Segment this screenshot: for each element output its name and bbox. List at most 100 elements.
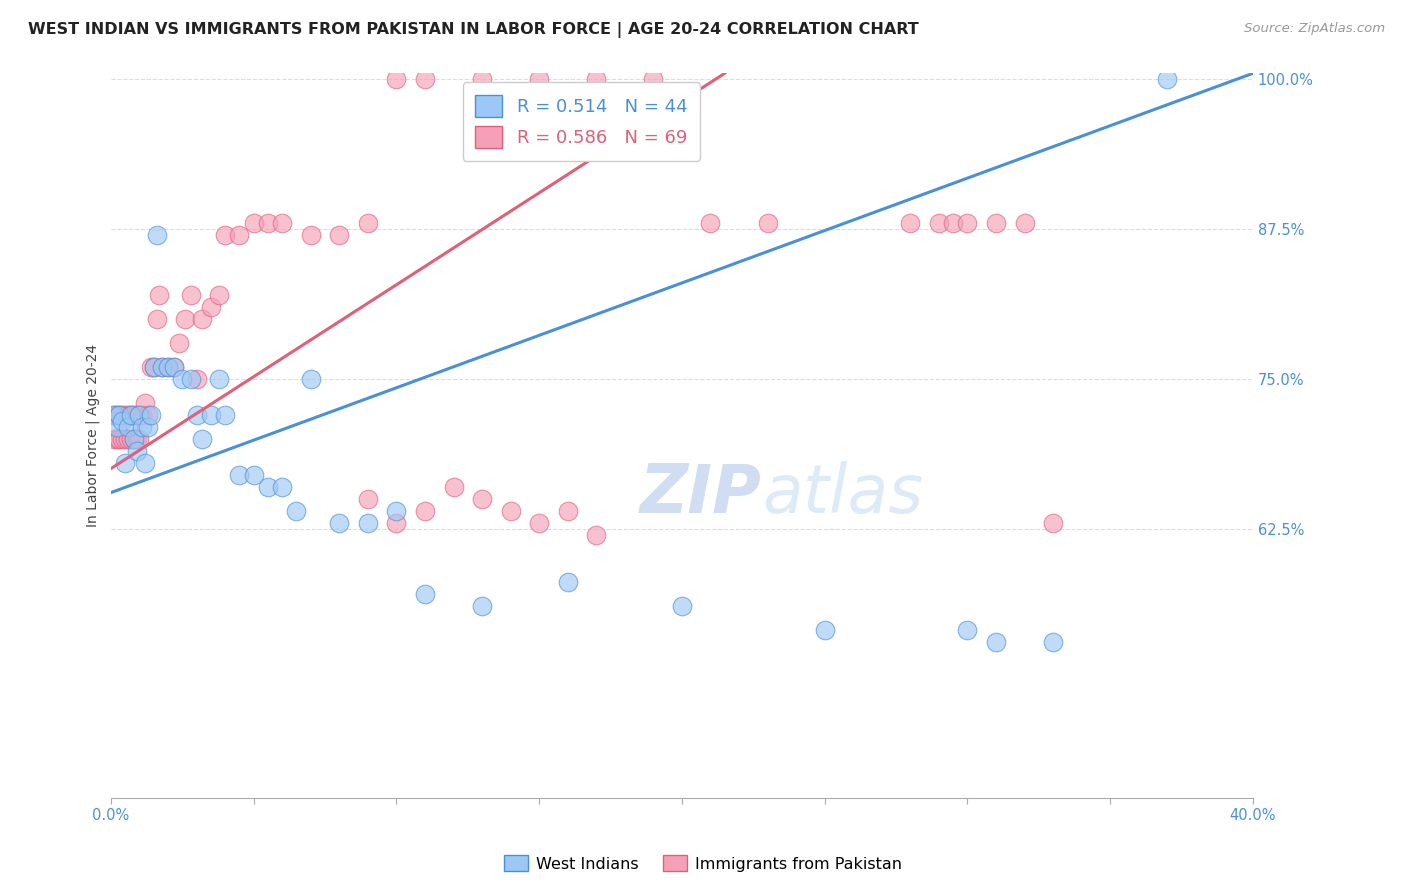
Point xyxy=(128,432,150,446)
Point xyxy=(120,432,142,446)
Point xyxy=(214,408,236,422)
Point xyxy=(111,432,134,446)
Point xyxy=(208,288,231,302)
Point xyxy=(136,419,159,434)
Point xyxy=(114,432,136,446)
Point xyxy=(1042,635,1064,649)
Point xyxy=(299,372,322,386)
Point xyxy=(200,300,222,314)
Point xyxy=(120,408,142,422)
Text: ZIP: ZIP xyxy=(640,460,762,526)
Point xyxy=(131,419,153,434)
Point xyxy=(105,419,128,434)
Point xyxy=(643,72,665,87)
Point xyxy=(103,408,125,422)
Point xyxy=(186,372,208,386)
Point xyxy=(125,408,148,422)
Point xyxy=(814,624,837,638)
Point xyxy=(117,419,139,434)
Point xyxy=(271,216,294,230)
Point xyxy=(699,216,721,230)
Point xyxy=(163,359,186,374)
Point xyxy=(208,372,231,386)
Point xyxy=(1014,216,1036,230)
Point xyxy=(956,216,979,230)
Point xyxy=(242,216,264,230)
Point xyxy=(180,372,202,386)
Point xyxy=(145,311,167,326)
Point xyxy=(413,587,436,601)
Legend: West Indians, Immigrants from Pakistan: West Indians, Immigrants from Pakistan xyxy=(496,847,910,880)
Point xyxy=(328,516,350,530)
Point xyxy=(174,311,197,326)
Point xyxy=(191,432,214,446)
Point xyxy=(285,503,308,517)
Point xyxy=(114,408,136,422)
Point xyxy=(357,491,380,506)
Point xyxy=(117,432,139,446)
Point xyxy=(357,216,380,230)
Point xyxy=(122,432,145,446)
Point xyxy=(136,408,159,422)
Point xyxy=(385,516,408,530)
Point xyxy=(108,408,131,422)
Point xyxy=(413,503,436,517)
Point xyxy=(131,408,153,422)
Point xyxy=(984,216,1007,230)
Legend: R = 0.514   N = 44, R = 0.586   N = 69: R = 0.514 N = 44, R = 0.586 N = 69 xyxy=(463,82,700,161)
Point xyxy=(111,414,134,428)
Point xyxy=(150,359,173,374)
Point xyxy=(984,635,1007,649)
Point xyxy=(527,72,550,87)
Point xyxy=(200,408,222,422)
Point xyxy=(443,480,465,494)
Point xyxy=(142,359,165,374)
Point xyxy=(191,311,214,326)
Point xyxy=(413,72,436,87)
Point xyxy=(142,359,165,374)
Point xyxy=(108,408,131,422)
Point xyxy=(122,408,145,422)
Point xyxy=(103,432,125,446)
Point xyxy=(756,216,779,230)
Point xyxy=(942,216,965,230)
Text: Source: ZipAtlas.com: Source: ZipAtlas.com xyxy=(1244,22,1385,36)
Point xyxy=(257,480,280,494)
Point xyxy=(299,227,322,242)
Point xyxy=(898,216,921,230)
Point xyxy=(125,443,148,458)
Point xyxy=(120,408,142,422)
Point xyxy=(186,408,208,422)
Point xyxy=(928,216,950,230)
Point xyxy=(557,575,579,590)
Point xyxy=(228,227,250,242)
Point xyxy=(385,503,408,517)
Point xyxy=(163,359,186,374)
Point xyxy=(117,408,139,422)
Point xyxy=(499,503,522,517)
Point xyxy=(148,288,170,302)
Point xyxy=(1156,72,1178,87)
Point xyxy=(128,408,150,422)
Point xyxy=(328,227,350,242)
Point xyxy=(145,227,167,242)
Point xyxy=(105,432,128,446)
Point xyxy=(471,491,494,506)
Point xyxy=(169,335,191,350)
Point xyxy=(105,408,128,422)
Point xyxy=(134,396,156,410)
Point xyxy=(242,467,264,482)
Point xyxy=(108,432,131,446)
Text: WEST INDIAN VS IMMIGRANTS FROM PAKISTAN IN LABOR FORCE | AGE 20-24 CORRELATION C: WEST INDIAN VS IMMIGRANTS FROM PAKISTAN … xyxy=(28,22,920,38)
Point xyxy=(156,359,179,374)
Point xyxy=(156,359,179,374)
Point xyxy=(557,503,579,517)
Point xyxy=(385,72,408,87)
Y-axis label: In Labor Force | Age 20-24: In Labor Force | Age 20-24 xyxy=(86,344,100,527)
Point xyxy=(103,408,125,422)
Point xyxy=(257,216,280,230)
Point xyxy=(228,467,250,482)
Point xyxy=(122,432,145,446)
Point xyxy=(172,372,194,386)
Point xyxy=(150,359,173,374)
